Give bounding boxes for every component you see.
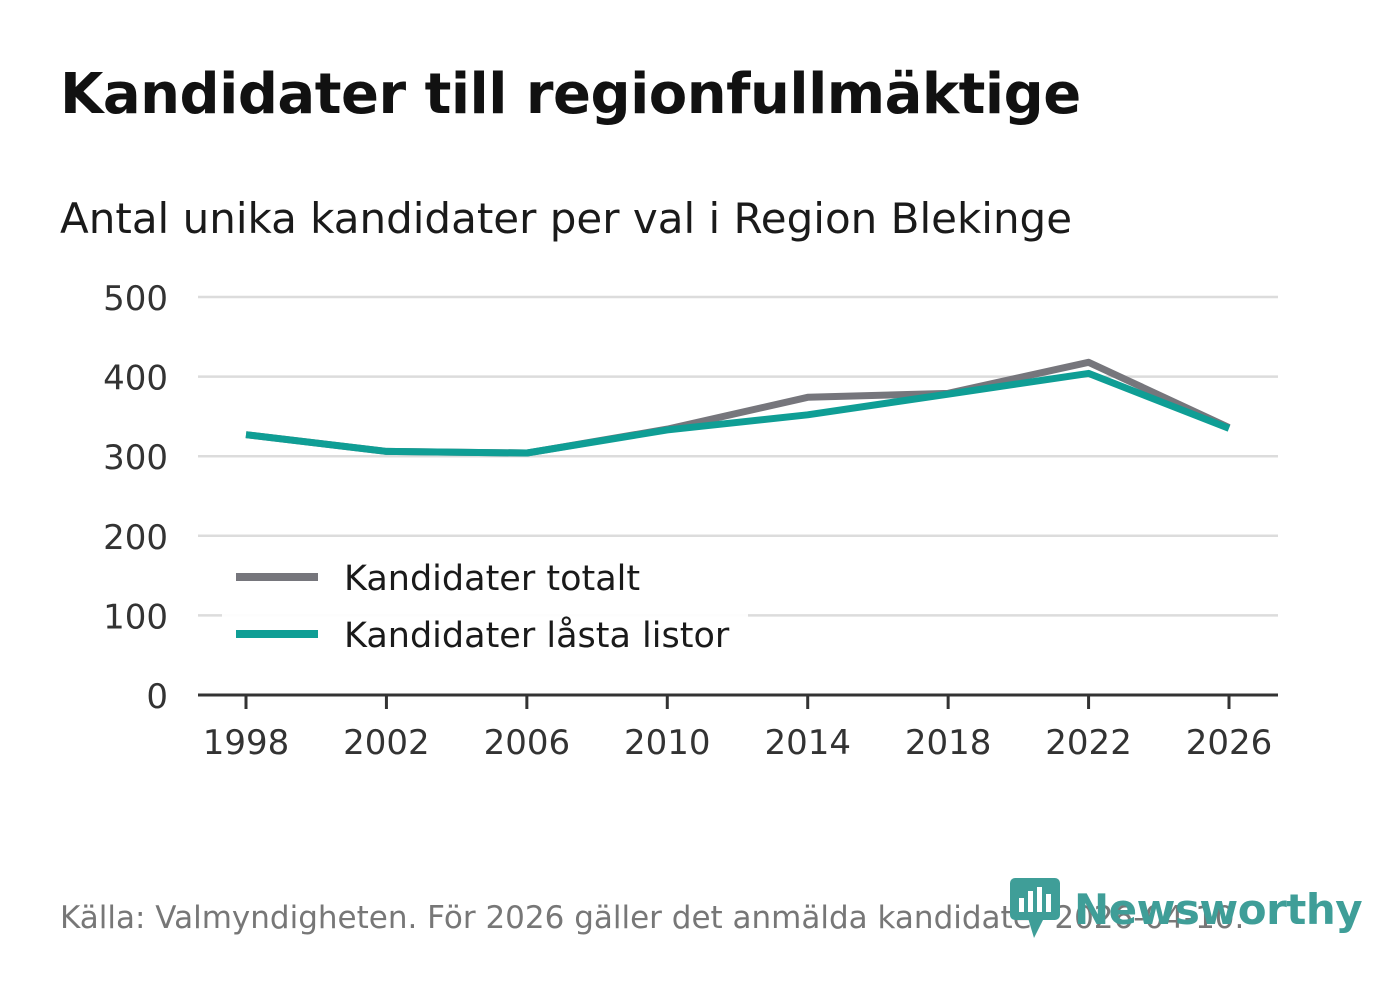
x-tick-label-2018: 2018: [905, 723, 992, 763]
y-tick-label-0: 0: [146, 677, 168, 717]
y-tick-label-100: 100: [103, 597, 168, 637]
chart-subtitle: Antal unika kandidater per val i Region …: [60, 194, 1073, 243]
x-tick-label-2010: 2010: [624, 723, 711, 763]
brand-name: Newsworthy: [1074, 884, 1363, 934]
y-tick-label-300: 300: [103, 438, 168, 478]
legend-box: [222, 546, 748, 660]
y-tick-label-200: 200: [103, 518, 168, 558]
series-line-2: [245, 369, 1231, 457]
x-tick-label-2006: 2006: [484, 723, 571, 763]
legend-label-2: Kandidater låsta listor: [344, 615, 730, 656]
newsworthy-logo-icon: [1010, 878, 1060, 938]
legend-label-1: Kandidater totalt: [344, 559, 640, 599]
x-tick-label-2002: 2002: [343, 723, 430, 763]
x-axis: 1998 2002 2006 2010 2014 2018 2022 2026: [198, 693, 1278, 763]
series-lines: [245, 358, 1231, 457]
y-tick-label-400: 400: [103, 359, 168, 399]
x-tick-label-1998: 1998: [203, 723, 290, 763]
chart-title: Kandidater till regionfullmäktige: [60, 62, 1081, 127]
x-tick-label-2026: 2026: [1186, 723, 1273, 763]
x-tick-label-2014: 2014: [764, 723, 851, 763]
brand-logo: Newsworthy: [1010, 878, 1363, 940]
x-tick-label-2022: 2022: [1045, 723, 1132, 763]
y-axis-ticks: 0 100 200 300 400 500: [103, 279, 168, 717]
legend: Kandidater totalt Kandidater låsta listor: [222, 546, 748, 660]
y-tick-label-500: 500: [103, 279, 168, 319]
